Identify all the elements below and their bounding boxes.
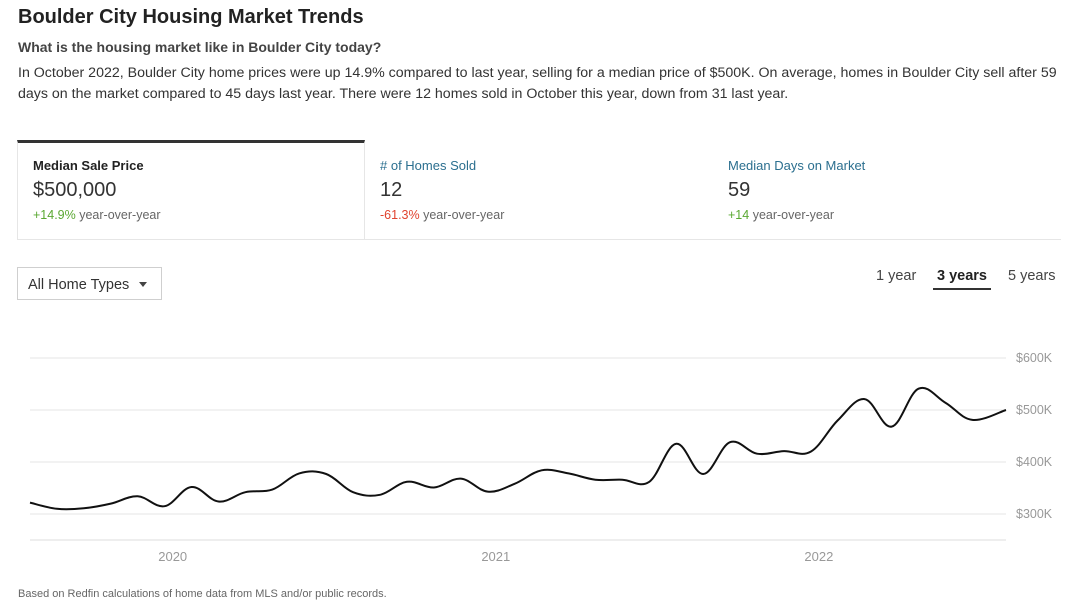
chart-x-axis: 2020 2021 2022 xyxy=(158,549,833,564)
page-title: Boulder City Housing Market Trends xyxy=(18,6,364,28)
dropdown-selected-value: All Home Types xyxy=(28,277,130,293)
range-3-years[interactable]: 3 years xyxy=(933,268,991,290)
range-5-years[interactable]: 5 years xyxy=(1008,268,1056,284)
metric-tabs: Median Sale Price $500,000 +14.9% year-o… xyxy=(17,140,1061,240)
tab-change: +14.9% year-over-year xyxy=(33,208,364,222)
x-tick-label: 2020 xyxy=(158,549,187,564)
y-tick-label: $400K xyxy=(1016,455,1053,469)
chart-gridlines xyxy=(30,357,1006,541)
y-tick-label: $500K xyxy=(1016,403,1053,417)
tab-label: Median Sale Price xyxy=(33,158,144,173)
page-subtitle: What is the housing market like in Bould… xyxy=(18,39,382,55)
change-suffix: year-over-year xyxy=(423,208,505,222)
chart-y-axis: $300K $400K $500K $600K xyxy=(1016,351,1053,521)
change-value: -61.3% xyxy=(380,208,420,222)
tab-value: 12 xyxy=(380,179,403,201)
y-tick-label: $600K xyxy=(1016,351,1053,365)
range-1-year[interactable]: 1 year xyxy=(876,268,917,284)
market-summary: In October 2022, Boulder City home price… xyxy=(18,65,1057,102)
tab-median-days-on-market[interactable]: Median Days on Market 59 +14 year-over-y… xyxy=(713,140,1061,239)
change-suffix: year-over-year xyxy=(79,208,161,222)
tab-change: -61.3% year-over-year xyxy=(380,208,713,222)
x-tick-label: 2021 xyxy=(481,549,510,564)
tab-label: Median Days on Market xyxy=(728,158,866,173)
home-type-dropdown[interactable]: All Home Types xyxy=(17,267,162,300)
y-tick-label: $300K xyxy=(1016,507,1053,521)
price-series-line xyxy=(29,386,1007,511)
change-suffix: year-over-year xyxy=(752,208,834,222)
median-sale-price-chart: $300K $400K $500K $600K 2020 2021 2022 xyxy=(29,351,1053,564)
tab-change: +14 year-over-year xyxy=(728,208,1061,222)
data-source-note: Based on Redfin calculations of home dat… xyxy=(18,588,387,600)
caret-down-icon xyxy=(139,282,147,287)
tab-value: 59 xyxy=(728,179,751,201)
change-value: +14 xyxy=(728,208,750,222)
change-value: +14.9% xyxy=(33,208,76,222)
tab-median-sale-price[interactable]: Median Sale Price $500,000 +14.9% year-o… xyxy=(17,140,365,239)
x-tick-label: 2022 xyxy=(804,549,833,564)
tab-label: # of Homes Sold xyxy=(380,158,477,173)
tab-homes-sold[interactable]: # of Homes Sold 12 -61.3% year-over-year xyxy=(365,140,713,239)
tab-value: $500,000 xyxy=(33,179,117,201)
